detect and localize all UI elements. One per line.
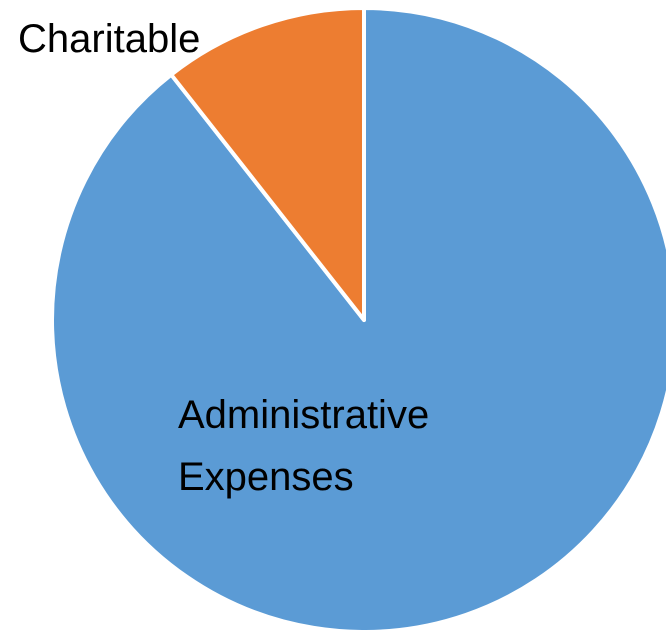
pie-slice-charitable <box>169 6 366 322</box>
slice-label-line: Expenses <box>178 455 354 499</box>
slice-label-line: Charitable <box>18 17 200 61</box>
pie-slices <box>50 6 666 630</box>
slice-label-administrative-expenses: Administrative Expenses <box>178 393 429 499</box>
pie-slice-administrative-expenses <box>50 6 666 630</box>
slice-label-charitable: Charitable <box>18 17 200 61</box>
slice-label-line: Administrative <box>178 393 429 437</box>
slice-labels: Administrative Expenses Charitable <box>18 17 429 499</box>
